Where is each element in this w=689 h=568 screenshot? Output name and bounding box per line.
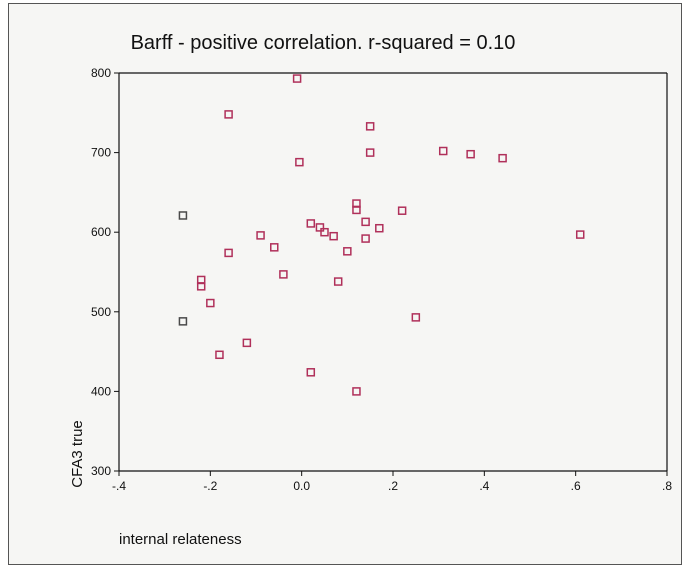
x-tick-label: .4 [479,479,489,493]
scatter-point [242,338,252,348]
scatter-point [498,153,507,163]
chart-frame: Barff - positive correlation. r-squared … [8,3,682,565]
x-tick-label: .6 [571,479,581,493]
scatter-plot: Barff - positive correlation. r-squared … [69,32,672,548]
scatter-point [361,217,370,227]
scatter-point [256,231,265,240]
scatter-point [333,277,343,286]
scatter-point [306,219,316,228]
x-tick-label: -.2 [203,479,217,493]
scatter-point [279,270,288,279]
scatter-point [206,298,215,308]
y-axis-title: CFA3 true [69,420,86,488]
scatter-point [215,350,224,360]
scatter-point [375,223,384,233]
scatter-point [365,122,375,131]
y-tick-label: 400 [91,384,111,398]
scatter-point [352,205,361,215]
y-tick-label: 700 [91,146,111,160]
x-axis-title: internal relateness [119,531,242,548]
scatter-point [466,149,475,159]
x-tick-label: -.4 [112,479,126,493]
y-tick-label: 800 [91,66,111,80]
scatter-point [438,146,448,156]
scatter-point [411,313,421,322]
scatter-point [292,74,302,83]
scatter-point [306,368,316,377]
scatter-point [575,230,585,239]
scatter-point [224,248,233,258]
scatter-point [178,211,188,220]
scatter-point [352,387,361,396]
scatter-point [397,206,407,215]
axis-ticks: -.4 -.2 0.0 .2 .4 .6 .8 300 400 500 600 700 800 [91,66,672,493]
y-tick-label: 300 [91,464,111,478]
scatter-point [196,282,206,291]
scatter-point [329,231,338,241]
scatter-point [178,317,188,326]
scatter-point [295,157,304,167]
x-tick-label: .8 [662,479,672,493]
scatter-point [224,110,233,119]
scatter-point [270,243,279,252]
scatter-point [315,223,325,232]
y-tick-label: 500 [91,305,111,319]
scatter-point [343,247,352,256]
scatter-point [320,227,329,237]
scatter-point [365,148,375,157]
data-points [178,74,585,396]
chart-title: Barff - positive correlation. r-squared … [131,32,516,54]
x-tick-label: .2 [388,479,398,493]
y-tick-label: 600 [91,225,111,239]
axes [118,72,668,472]
x-tick-label: 0.0 [293,479,310,493]
scatter-point [361,234,370,243]
